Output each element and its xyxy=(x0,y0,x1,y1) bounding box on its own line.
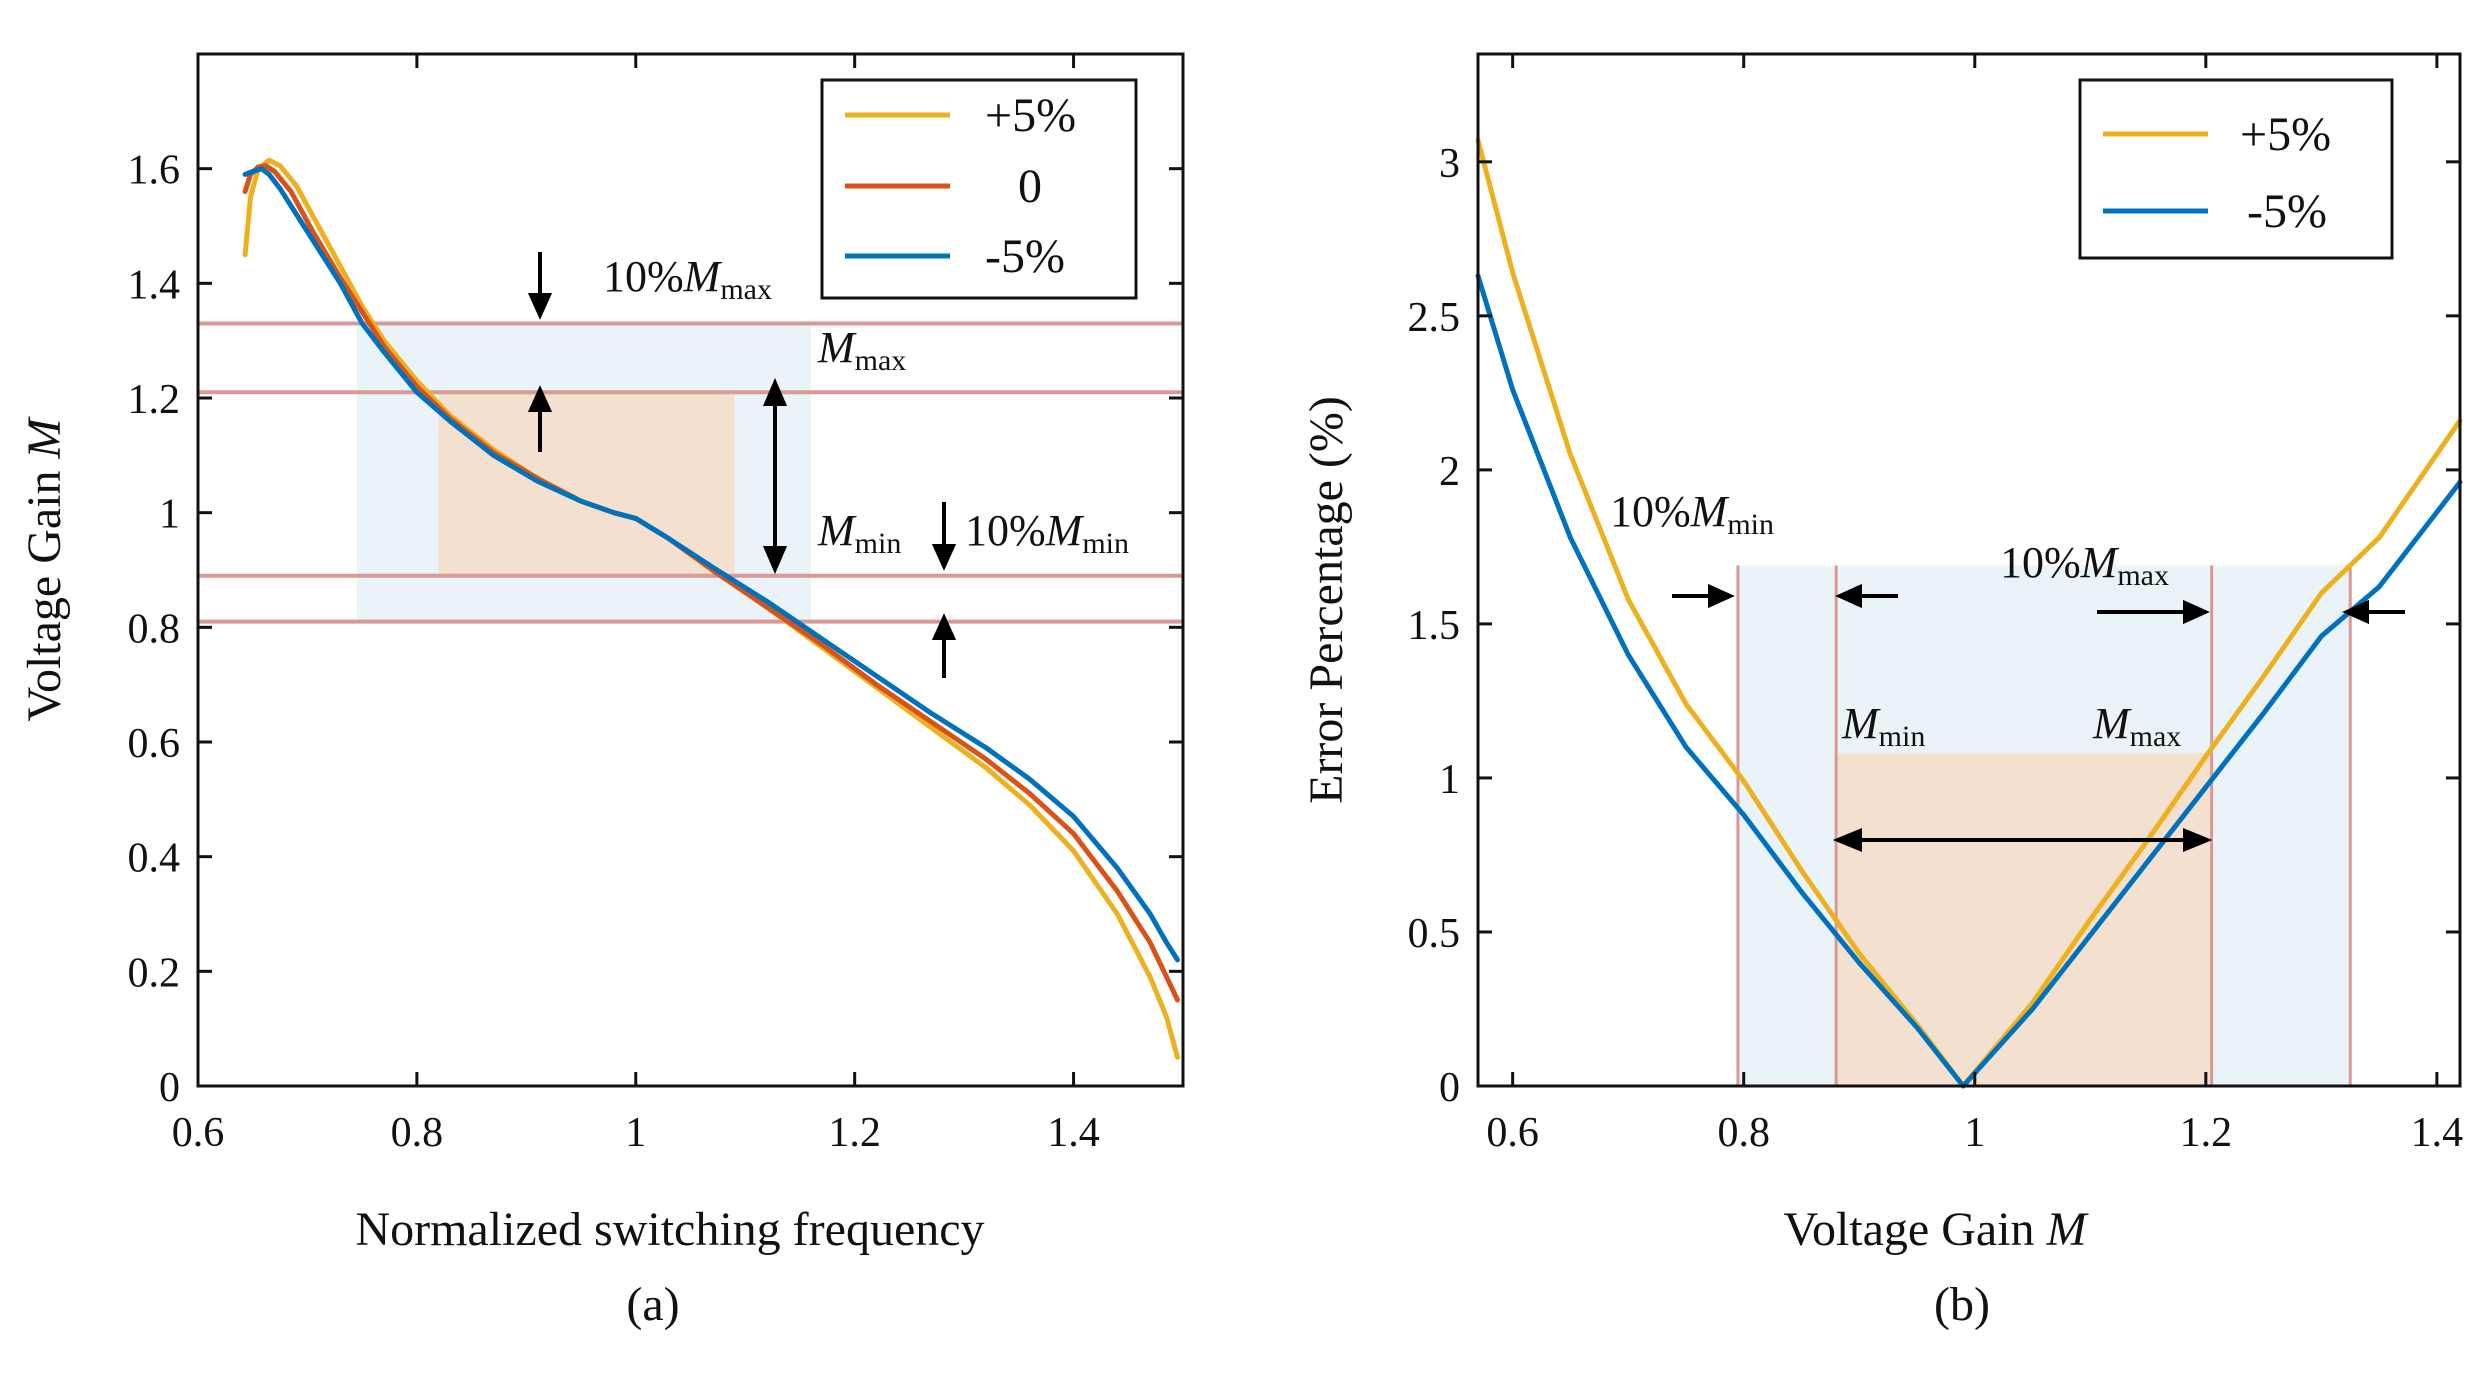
arrowhead xyxy=(1835,583,1862,609)
legend-label-zero: 0 xyxy=(1018,160,1042,213)
arrowhead xyxy=(527,385,553,412)
y-tick-label: 1 xyxy=(1439,757,1460,803)
arrowhead xyxy=(931,613,957,640)
annotation-mmin-b: Mmin xyxy=(1841,699,1925,753)
legend-label-minus5-b: -5% xyxy=(2247,185,2327,238)
x-tick-label: 0.8 xyxy=(391,1110,444,1156)
y-tick-label: 0.2 xyxy=(128,950,181,996)
arrowhead xyxy=(762,377,788,406)
series-line-2 xyxy=(242,166,1180,963)
y-tick-label: 1.2 xyxy=(128,377,181,423)
y-tick-label: 2 xyxy=(1439,449,1460,495)
x-axis-label-b: Voltage Gain M xyxy=(1783,1203,2089,1256)
legend-label-minus5: -5% xyxy=(985,230,1065,283)
annotation-10pct-mmin-b: 10%Mmin xyxy=(1610,487,1774,541)
arrowhead xyxy=(2342,599,2369,625)
y-tick-label: 1.5 xyxy=(1408,603,1461,649)
y-tick-label: 0.4 xyxy=(128,836,181,882)
y-tick-label: 0.6 xyxy=(128,721,181,767)
legend-label-plus5-b: +5% xyxy=(2240,108,2331,161)
y-tick-label: 2.5 xyxy=(1408,295,1461,341)
x-axis-label-a: Normalized switching frequency xyxy=(355,1203,984,1256)
x-tick-label: 1.4 xyxy=(1047,1110,1100,1156)
annotation-10pct-mmax-b: 10%Mmax xyxy=(2000,538,2169,592)
y-axis-label-b: Error Percentage (%) xyxy=(1300,396,1353,804)
caption-b: (b) xyxy=(1934,1278,1990,1331)
y-tick-label: 0 xyxy=(159,1065,180,1111)
annotation-mmax-a: Mmax xyxy=(817,323,906,377)
annotation-10pct-mmax-a: 10%Mmax xyxy=(603,252,772,306)
x-tick-label: 0.8 xyxy=(1717,1110,1770,1156)
legend-box-b xyxy=(2078,78,2394,260)
x-tick-label: 0.6 xyxy=(172,1110,225,1156)
plot-area-b xyxy=(1476,52,2462,1088)
y-tick-label: 0.8 xyxy=(128,606,181,652)
y-tick-label: 1.6 xyxy=(128,148,181,194)
annotation-10pct-mmin-a: 10%Mmin xyxy=(965,506,1129,560)
region-inner xyxy=(438,392,735,576)
legend-label-plus5: +5% xyxy=(985,89,1076,142)
legend-a: +5% 0 -5% xyxy=(820,78,1138,300)
series-line-1 xyxy=(1475,273,2463,1089)
y-tick-label: 0.5 xyxy=(1408,911,1461,957)
annotation-mmin-a: Mmin xyxy=(817,506,901,560)
y-tick-label: 1 xyxy=(159,492,180,538)
y-axis-label-a: Voltage Gain M xyxy=(18,415,71,721)
x-tick-label: 1.2 xyxy=(828,1110,881,1156)
chart-panel-b: 0.6 0.8 1 1.2 1.4 0 0.5 1 1.5 2 2.5 3 Voltage Gain… xyxy=(1300,52,2464,1331)
arrowhead xyxy=(1708,583,1735,609)
arrows-b xyxy=(1672,583,2405,852)
legend-b: +5% -5% xyxy=(2078,78,2394,260)
y-tick-label: 3 xyxy=(1439,141,1460,187)
arrowhead xyxy=(1832,828,1862,852)
arrows-a xyxy=(527,252,957,678)
arrowhead xyxy=(527,293,553,320)
x-tick-label: 1.4 xyxy=(2411,1110,2464,1156)
y-tick-label: 0 xyxy=(1439,1065,1460,1111)
arrowhead xyxy=(2183,828,2213,852)
chart-panel-a: 0.6 0.8 1 1.2 1.4 0 0.2 0.4 0.6 0.8 1 1.2 1.4 1.6 No… xyxy=(18,52,1185,1331)
arrowhead xyxy=(931,544,957,571)
caption-a: (a) xyxy=(626,1278,679,1331)
region-inner xyxy=(1836,753,2212,1086)
annotation-mmax-b: Mmax xyxy=(2092,699,2181,753)
x-tick-label: 1.2 xyxy=(2180,1110,2233,1156)
x-tick-label: 1 xyxy=(625,1110,646,1156)
arrowhead xyxy=(762,546,788,575)
arrowhead xyxy=(2183,599,2210,625)
x-tick-label: 0.6 xyxy=(1486,1110,1539,1156)
x-tick-label: 1 xyxy=(1964,1110,1985,1156)
plot-area-a xyxy=(196,52,1185,1088)
y-tick-label: 1.4 xyxy=(128,262,181,308)
